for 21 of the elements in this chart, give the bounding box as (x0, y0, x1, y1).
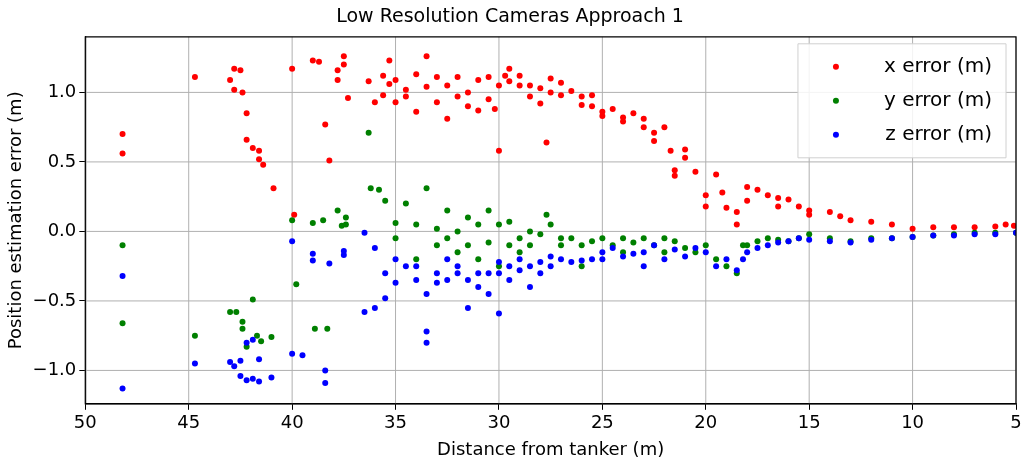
y-tick-label: 0.0 (47, 219, 77, 241)
y-tick-label: 1.0 (47, 80, 77, 102)
x-axis-title: Distance from tanker (m) (437, 437, 665, 459)
chart-title: Low Resolution Cameras Approach 1 (336, 4, 684, 27)
x-tick-label: 5 (1010, 411, 1022, 433)
y-tick-label: −1.0 (32, 358, 77, 380)
legend-label: x error (m) (883, 53, 992, 77)
x-tick-label: 10 (901, 411, 925, 433)
x-tick-label: 25 (590, 411, 614, 433)
legend-label: z error (m) (885, 121, 992, 145)
y-tick-label: −0.5 (32, 288, 77, 310)
x-tick-label: 50 (73, 411, 97, 433)
y-tick-label: 0.5 (47, 149, 77, 171)
x-tick-label: 30 (487, 411, 511, 433)
x-tick-label: 45 (177, 411, 201, 433)
x-tick-label: 15 (797, 411, 821, 433)
legend-label: y error (m) (883, 87, 992, 111)
y-axis-title: Position estimation error (m) (4, 91, 26, 350)
x-tick-label: 20 (694, 411, 718, 433)
x-tick-label: 35 (384, 411, 407, 433)
x-tick-label: 40 (280, 411, 304, 433)
